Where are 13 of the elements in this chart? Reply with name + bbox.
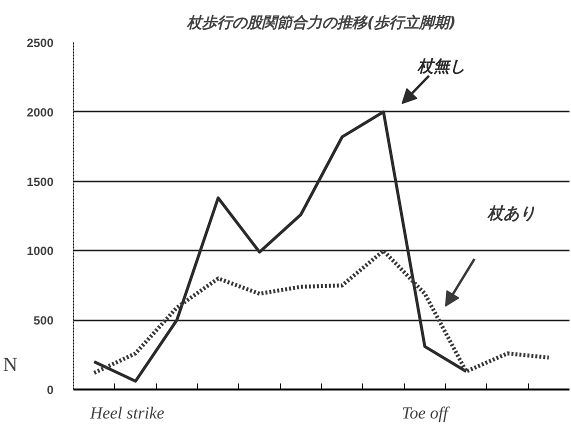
y-tick-label: 2500 [26,36,54,50]
y-tick-label: 1500 [26,174,54,189]
y-tick-label: 1000 [26,244,54,258]
line-series [92,248,551,375]
y-tick-label: 2000 [26,105,54,120]
y-tick-label: 0 [46,383,54,397]
chart-title: 杖歩行の股関節合力の推移(歩行立脚期) [186,14,456,32]
text: 杖無し [416,56,466,76]
text: Toe off [402,404,450,422]
y-tick-label: 500 [33,314,54,328]
text: 杖あり [486,204,536,223]
y-axis-title: N [3,354,18,376]
text: Heel strike [89,404,165,422]
